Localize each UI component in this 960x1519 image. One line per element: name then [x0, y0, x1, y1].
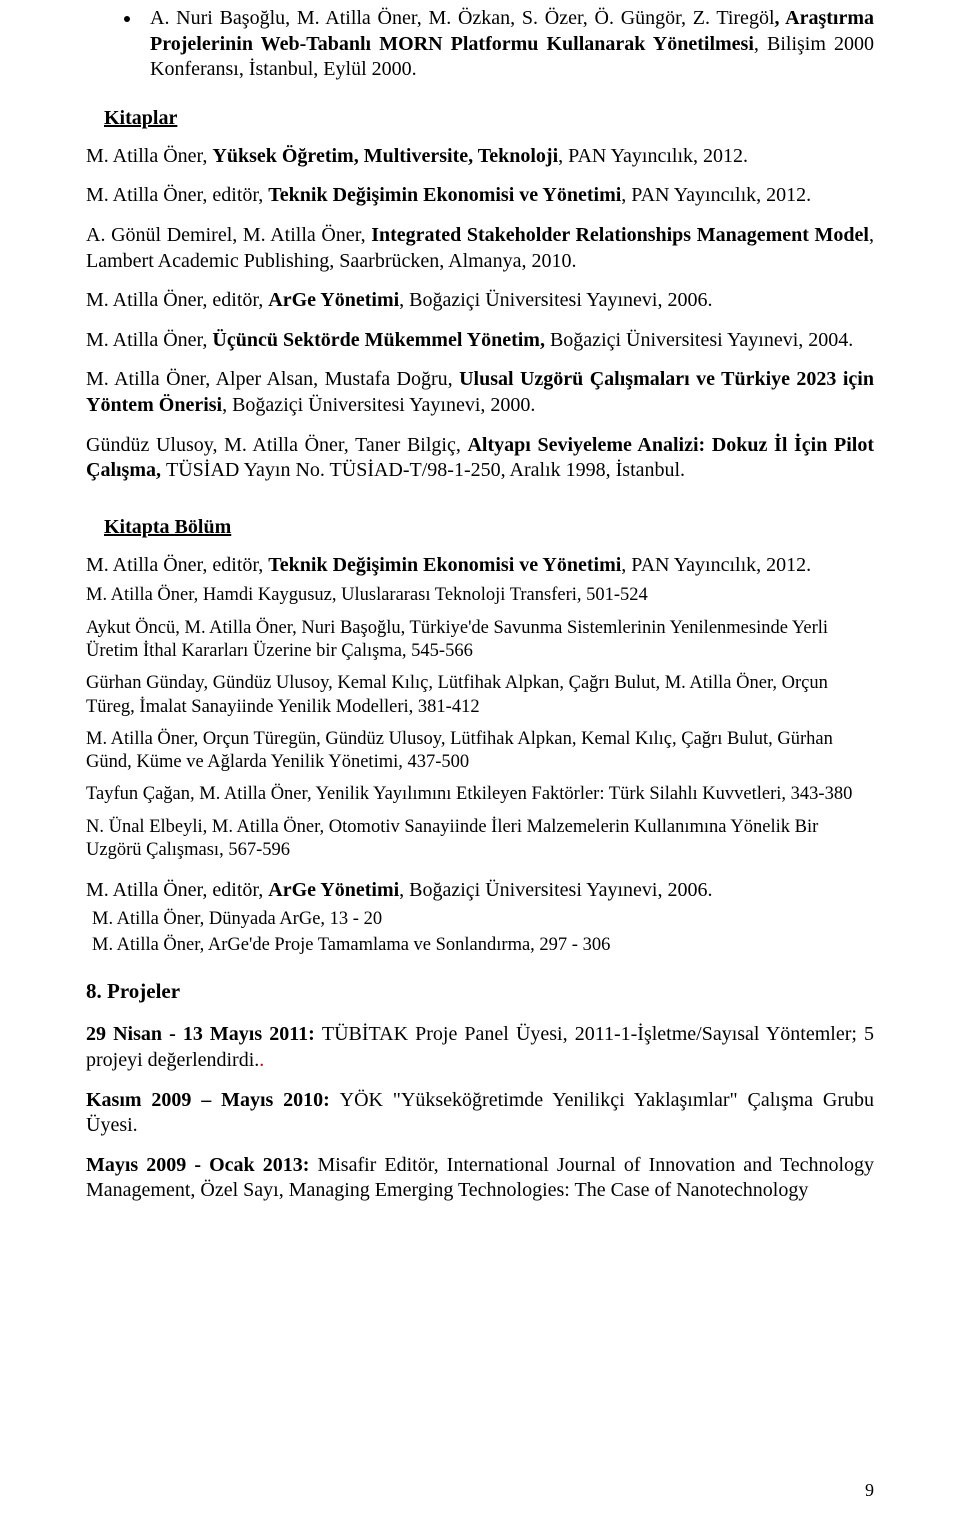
section-title-projeler: 8. Projeler — [86, 979, 874, 1004]
chapter-item: N. Ünal Elbeyli, M. Atilla Öner, Otomoti… — [86, 816, 874, 863]
chapter-item: M. Atilla Öner, Dünyada ArGe, 13 - 20 — [92, 908, 874, 931]
document-page: A. Nuri Başoğlu, M. Atilla Öner, M. Özka… — [0, 0, 960, 1519]
chapter-item: Tayfun Çağan, M. Atilla Öner, Yenilik Ya… — [86, 783, 874, 806]
chapter-item: M. Atilla Öner, ArGe'de Proje Tamamlama … — [92, 934, 874, 957]
li-authors: A. Nuri Başoğlu, M. Atilla Öner, M. Özka… — [150, 7, 775, 29]
chapter-item: Gürhan Günday, Gündüz Ulusoy, Kemal Kılı… — [86, 672, 874, 719]
list-item: A. Nuri Başoğlu, M. Atilla Öner, M. Özka… — [142, 6, 874, 83]
book-entry: A. Gönül Demirel, M. Atilla Öner, Integr… — [86, 223, 874, 274]
book-entry: M. Atilla Öner, Alper Alsan, Mustafa Doğ… — [86, 367, 874, 418]
chapter-item: M. Atilla Öner, Orçun Türegün, Gündüz Ul… — [86, 728, 874, 775]
chapter-book-head: M. Atilla Öner, editör, Teknik Değişimin… — [86, 553, 874, 579]
project-entry: 29 Nisan - 13 Mayıs 2011: TÜBİTAK Proje … — [86, 1022, 874, 1073]
chapter-item: M. Atilla Öner, Hamdi Kaygusuz, Uluslara… — [86, 584, 874, 607]
bulleted-list: A. Nuri Başoğlu, M. Atilla Öner, M. Özka… — [86, 6, 874, 83]
book-entry: M. Atilla Öner, Yüksek Öğretim, Multiver… — [86, 144, 874, 170]
chapter-item: Aykut Öncü, M. Atilla Öner, Nuri Başoğlu… — [86, 617, 874, 664]
project-entry: Mayıs 2009 - Ocak 2013: Misafir Editör, … — [86, 1153, 874, 1204]
section-title-kitaplar: Kitaplar — [104, 107, 874, 130]
page-number: 9 — [865, 1480, 874, 1501]
chapter-book-head: M. Atilla Öner, editör, ArGe Yönetimi, B… — [86, 878, 874, 904]
book-entry: M. Atilla Öner, editör, ArGe Yönetimi, B… — [86, 288, 874, 314]
section-title-kitapta-bolum: Kitapta Bölüm — [104, 516, 874, 539]
project-entry: Kasım 2009 – Mayıs 2010: YÖK "Yükseköğre… — [86, 1088, 874, 1139]
book-entry: M. Atilla Öner, Üçüncü Sektörde Mükemmel… — [86, 328, 874, 354]
book-entry: M. Atilla Öner, editör, Teknik Değişimin… — [86, 183, 874, 209]
book-entry: Gündüz Ulusoy, M. Atilla Öner, Taner Bil… — [86, 433, 874, 484]
